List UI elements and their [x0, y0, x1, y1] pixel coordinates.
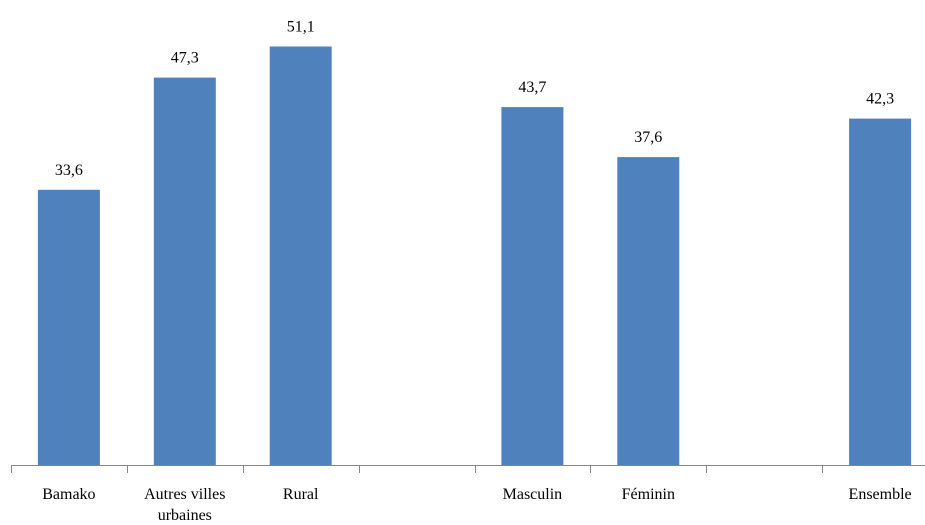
data-label-7: 42,3	[866, 91, 894, 108]
bar-2	[269, 46, 332, 465]
bars-group	[37, 46, 912, 466]
data-label-4: 43,7	[518, 79, 546, 96]
bar-7	[849, 118, 912, 465]
data-label-1: 47,3	[171, 50, 199, 67]
bar-4	[501, 107, 564, 465]
bar-1	[153, 77, 216, 465]
data-label-0: 33,6	[55, 162, 83, 179]
data-label-5: 37,6	[634, 129, 662, 146]
data-labels-group: 33,6 47,3 51,1 43,7 37,6 42,3	[55, 19, 894, 179]
category-label-2: Rural	[283, 486, 319, 503]
x-axis	[11, 465, 925, 473]
category-label-1-line-1: urbaines	[158, 507, 212, 524]
bar-5	[617, 157, 680, 465]
category-label-5: Féminin	[622, 486, 675, 503]
category-label-4: Masculin	[503, 486, 563, 503]
category-label-7: Ensemble	[849, 486, 912, 503]
category-labels-group: Bamako Autres villes urbaines Rural Masculin…	[42, 486, 911, 524]
category-label-0: Bamako	[42, 486, 95, 503]
bar-0	[37, 189, 100, 466]
data-label-2: 51,1	[287, 19, 315, 36]
category-label-1-line-0: Autres villes	[144, 486, 225, 503]
